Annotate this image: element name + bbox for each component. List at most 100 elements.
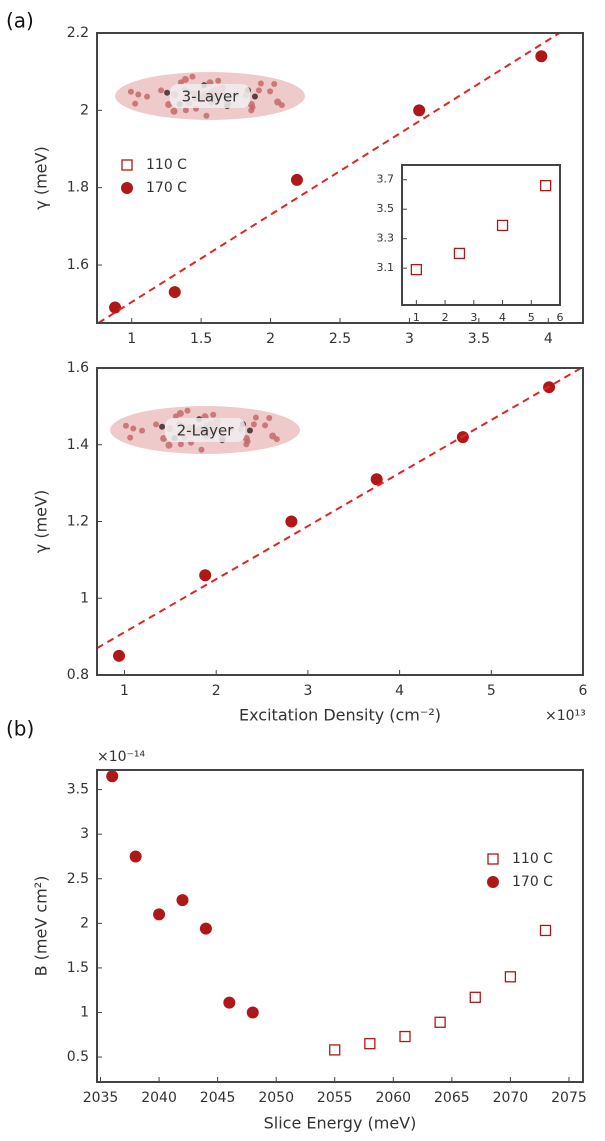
atom: [130, 425, 137, 432]
atom: [181, 75, 189, 83]
atom: [250, 421, 257, 428]
atom: [189, 73, 196, 80]
atom: [182, 107, 189, 114]
point: [113, 649, 126, 662]
y-axis-label: B (meV cm²): [32, 876, 51, 977]
atom: [165, 100, 173, 108]
legend-marker: [487, 853, 499, 865]
atom: [257, 80, 264, 87]
point: [199, 569, 212, 582]
atom: [246, 427, 253, 434]
x-tick-label: 4: [544, 331, 553, 347]
y-tick-label: 3.5: [67, 782, 89, 798]
legend-label: 170 C: [512, 874, 553, 890]
point: [199, 922, 212, 935]
point: [129, 850, 142, 863]
y-multiplier: ×10⁻¹⁴: [97, 749, 146, 765]
x-tick-label: 2: [442, 311, 449, 324]
point: [399, 1030, 411, 1043]
atom: [215, 77, 222, 84]
atom: [122, 422, 129, 429]
point: [370, 473, 383, 486]
y-tick-label: 1.2: [67, 514, 89, 530]
atom: [273, 436, 280, 443]
point: [539, 179, 552, 192]
y-tick-label: 3.5: [377, 202, 395, 215]
layer-illustration: 3-Layer: [115, 72, 305, 120]
annotation: 2-Layer: [177, 422, 235, 440]
point: [168, 286, 181, 299]
point: [496, 219, 509, 232]
panel-label: (b): [6, 717, 34, 741]
atom: [176, 409, 184, 417]
x-tick-label: 2045: [200, 1090, 236, 1106]
point: [469, 991, 481, 1003]
x-tick-label: 4: [499, 311, 506, 324]
x-tick-label: 2070: [493, 1090, 529, 1106]
legend-marker: [487, 876, 499, 888]
atom: [153, 421, 160, 428]
x-tick-label: 3: [303, 683, 312, 699]
atom: [243, 441, 250, 448]
y-tick-label: 2: [80, 102, 89, 118]
atom: [262, 422, 269, 429]
legend-label: 110 C: [146, 157, 187, 173]
atom: [271, 80, 278, 87]
fit-line: [96, 367, 582, 650]
atom: [248, 107, 255, 114]
point: [246, 1006, 259, 1019]
point: [285, 515, 298, 528]
label-bg: [165, 418, 245, 442]
atom: [158, 87, 165, 94]
point: [434, 1016, 446, 1028]
fit-line: [97, 32, 560, 324]
atom: [278, 102, 285, 109]
x-tick-label: 2035: [83, 1090, 119, 1106]
point: [453, 247, 466, 260]
atom: [170, 107, 178, 115]
x-tick-label: 2: [212, 683, 221, 699]
y-tick-label: 2.2: [67, 25, 89, 41]
frame: [96, 32, 584, 324]
point: [153, 908, 166, 921]
y-tick-label: 1.4: [67, 437, 89, 453]
plot-area: [97, 770, 583, 1082]
point: [535, 50, 548, 63]
y-tick-label: 0.8: [67, 667, 89, 683]
x-tick-label: 5: [487, 683, 496, 699]
y-tick-label: 3.1: [377, 261, 395, 274]
atom: [203, 112, 210, 119]
point: [504, 971, 517, 983]
legend-label: 110 C: [512, 851, 553, 867]
x-tick-label: 2075: [551, 1090, 587, 1106]
annotation: 3-Layer: [182, 88, 240, 106]
atom: [127, 88, 134, 95]
atom: [165, 441, 173, 449]
x-tick-label: 4: [395, 683, 404, 699]
x-tick-label: 2065: [434, 1090, 470, 1106]
layer-illustration: 2-Layer: [110, 406, 300, 454]
point: [106, 770, 119, 783]
y-tick-label: 1: [80, 590, 89, 606]
x-multiplier: ×10¹³: [545, 708, 586, 724]
y-axis-label: γ (meV): [32, 146, 51, 209]
atom: [255, 87, 262, 94]
x-tick-label: 6: [579, 683, 588, 699]
x-tick-label: 2060: [375, 1090, 411, 1106]
atom: [198, 446, 205, 453]
point: [290, 173, 303, 186]
atom: [177, 441, 184, 448]
point: [364, 1038, 376, 1050]
y-tick-label: 1: [80, 1004, 89, 1020]
y-tick-label: 1.8: [67, 180, 89, 196]
point: [329, 1044, 341, 1056]
frame: [96, 769, 584, 1083]
atom: [266, 414, 273, 421]
x-axis-label: Excitation Density (cm⁻²): [239, 706, 441, 725]
point: [410, 263, 423, 276]
x-tick-label: 2: [266, 331, 275, 347]
atom: [159, 423, 166, 430]
y-tick-label: 1.5: [67, 960, 89, 976]
x-tick-label: 1: [120, 683, 129, 699]
